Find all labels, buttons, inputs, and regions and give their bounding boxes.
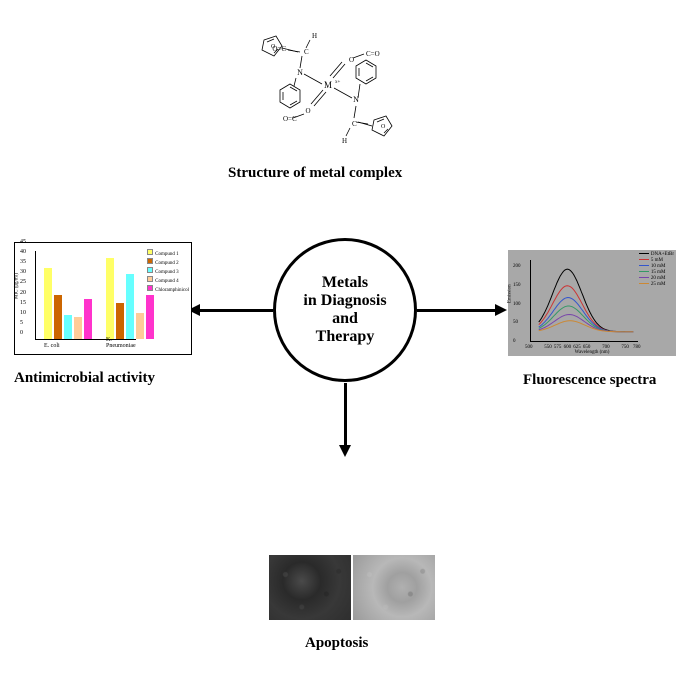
bar (84, 299, 92, 339)
bar-ytick: 5 (20, 320, 23, 326)
arrow-down-head (339, 445, 351, 457)
svg-text:C: C (304, 48, 309, 56)
svg-text:O=C: O=C (272, 45, 286, 53)
svg-text:H: H (312, 32, 317, 40)
fluor-legend-row: 10 mM (639, 264, 674, 269)
fluor-xtick: 500 (525, 345, 533, 350)
bar (106, 258, 114, 339)
molecule-structure: M x+ N N O C=O O O=C C H (238, 18, 418, 153)
bar-ytick: 30 (20, 269, 26, 275)
svg-text:O: O (305, 107, 310, 115)
bar-ytick: 35 (20, 259, 26, 265)
fluor-ytick: 100 (513, 302, 521, 307)
bar-legend-row: Chloramphinicol (147, 285, 189, 293)
bar-ytick: 20 (20, 290, 26, 296)
bar (116, 303, 124, 339)
svg-text:x+: x+ (335, 80, 341, 85)
bar (146, 295, 154, 339)
svg-text:O=C: O=C (283, 115, 297, 123)
bar-legend-row: Compund 1 (147, 249, 189, 257)
bar (44, 268, 52, 339)
bar-ytick: 15 (20, 300, 26, 306)
bar-legend-row: Compund 4 (147, 276, 189, 284)
fluor-curve (539, 306, 634, 332)
fluor-xtick: 600 (564, 345, 572, 350)
fluor-xtick: 750 (621, 345, 629, 350)
bar-xcat: K. Pneumoniae (106, 337, 136, 349)
bar-legend-row: Compund 3 (147, 267, 189, 275)
svg-text:C=O: C=O (366, 50, 380, 58)
center-line1: Metals (303, 274, 386, 292)
center-text: Metals in Diagnosis and Therapy (303, 274, 386, 346)
svg-text:O: O (349, 56, 354, 64)
fluor-ytick: 50 (513, 320, 518, 325)
svg-text:N: N (297, 68, 303, 77)
bar-xcat: E. coli (44, 343, 60, 349)
arrow-right-head (495, 304, 507, 316)
fluor-ylabel: Emission (508, 284, 513, 303)
bar-ytick: 10 (20, 310, 26, 316)
center-concept-circle: Metals in Diagnosis and Therapy (273, 238, 417, 382)
arrow-down (344, 383, 347, 445)
antimicrobial-bar-chart: 051015202530354045E. coliK. Pneumoniae C… (14, 242, 192, 355)
bar-ytick: 25 (20, 279, 26, 285)
svg-text:H: H (342, 137, 347, 145)
fluorescence-chart: 050100150200500550575600625650700750780 … (508, 250, 676, 356)
antimicrobial-label: Antimicrobial activity (14, 370, 155, 387)
bar-ytick: 0 (20, 330, 23, 336)
bar-chart-legend: Compund 1Compund 2Compund 3Compund 4Chlo… (147, 249, 189, 294)
center-line3: and (303, 310, 386, 328)
structure-label: Structure of metal complex (228, 165, 402, 182)
fluor-legend-row: 20 mM (639, 276, 674, 281)
fluor-curves-svg (531, 260, 638, 341)
fluor-xlabel: Wavelength (nm) (575, 350, 610, 355)
bar-chart-plot-area: 051015202530354045E. coliK. Pneumoniae (35, 251, 136, 340)
bar (136, 313, 144, 339)
fluor-legend-row: 5 mM (639, 258, 674, 263)
bar-ytick: 45 (20, 239, 26, 245)
fluor-legend-row: DNA+EtBr (639, 252, 674, 257)
center-line2: in Diagnosis (303, 292, 386, 310)
fluor-xtick: 575 (554, 345, 562, 350)
fluorescence-label: Fluorescence spectra (523, 372, 656, 389)
fluor-ytick: 150 (513, 283, 521, 288)
bar (126, 274, 134, 339)
fluor-xtick: 780 (633, 345, 641, 350)
bar (54, 295, 62, 339)
arrow-left (200, 309, 273, 312)
fluor-ytick: 0 (513, 339, 516, 344)
apoptosis-label: Apoptosis (305, 635, 368, 652)
bar (64, 315, 72, 339)
svg-text:C: C (352, 120, 357, 128)
fluor-legend: DNA+EtBr5 mM10 mM15 mM20 mM25 mM (639, 252, 674, 288)
svg-text:M: M (324, 80, 332, 90)
fluor-ytick: 200 (513, 264, 521, 269)
apoptosis-image-light (353, 555, 435, 620)
apoptosis-image-dark (269, 555, 351, 620)
fluor-plot-area: 050100150200500550575600625650700750780 (530, 260, 638, 342)
center-line4: Therapy (303, 328, 386, 346)
bar-chart-ylabel: MIC (μg/ml) (15, 273, 20, 299)
molecule-svg: M x+ N N O C=O O O=C C H (238, 18, 418, 153)
bar-ytick: 40 (20, 249, 26, 255)
bar (74, 317, 82, 339)
fluor-legend-row: 15 mM (639, 270, 674, 275)
fluor-xtick: 550 (544, 345, 552, 350)
arrow-right (417, 309, 495, 312)
fluor-legend-row: 25 mM (639, 282, 674, 287)
svg-text:O: O (381, 124, 386, 130)
bar-legend-row: Compund 2 (147, 258, 189, 266)
